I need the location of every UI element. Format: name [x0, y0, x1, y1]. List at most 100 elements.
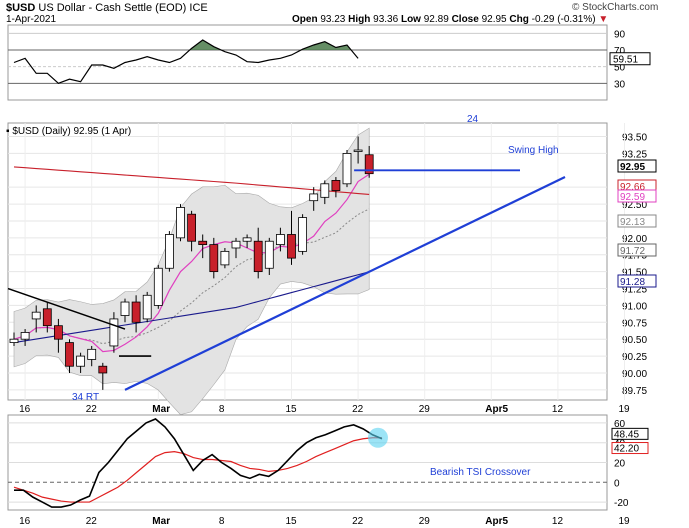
exchange-label: ICE: [189, 2, 208, 14]
price-value-badge: [617, 243, 657, 257]
candle-body: [42, 308, 52, 327]
price-x-tick-label: 8: [219, 404, 225, 415]
price-x-tick-label: 22: [352, 404, 364, 415]
symbol-label: $USD: [6, 2, 36, 14]
price-x-tick-label: 16: [19, 404, 31, 415]
candle-body: [242, 237, 252, 242]
tsi-x-tick-label: 29: [419, 516, 431, 527]
candle-body: [142, 294, 152, 320]
price-value-text: 92.59: [620, 192, 645, 203]
candle-body: [209, 244, 219, 273]
price-tick-label: 93.50: [622, 133, 647, 144]
tsi-tick-label: -20: [614, 498, 629, 509]
chart-title: $USD US Dollar - Cash Settle (EOD) ICE: [6, 2, 208, 14]
tsi-x-tick-label: 12: [552, 516, 564, 527]
candle-body: [231, 240, 241, 249]
candle-body: [364, 154, 374, 175]
price-tick-label: 91.00: [622, 301, 647, 312]
annotation-swing-high: Swing High: [508, 145, 559, 156]
price-value-badge: [617, 159, 657, 173]
tsi-tick-label: 60: [614, 419, 626, 430]
rsi-tick-label: 90: [614, 29, 626, 40]
price-x-tick-label: 22: [86, 404, 98, 415]
candle-body: [98, 365, 108, 374]
annotation-tsi-crossover: Bearish TSI Crossover: [430, 467, 531, 478]
candle-body: [287, 234, 296, 259]
price-x-tick-label: Apr5: [485, 404, 508, 415]
instrument-name: US Dollar - Cash Settle (EOD): [38, 2, 187, 14]
ohlc-readout: Open 93.23 High 93.36 Low 92.89 Close 92…: [292, 14, 609, 25]
rsi-value-text: 59.51: [613, 55, 638, 66]
rsi-value-badge: [609, 52, 651, 66]
candle-body: [309, 193, 319, 202]
ma-short-line: [13, 173, 370, 353]
tsi-x-tick-label: Apr5: [485, 516, 508, 527]
candle-body: [320, 183, 330, 198]
annotation-34rt: 34 RT: [72, 392, 99, 403]
price-value-text: 91.72: [620, 246, 645, 257]
price-x-tick-label: Mar: [152, 404, 170, 415]
candle-body: [353, 149, 363, 152]
crossover-highlight: [367, 427, 388, 448]
candle-body: [31, 311, 41, 320]
tsi-tick-label: 20: [614, 459, 626, 470]
price-tick-label: 90.00: [622, 369, 647, 380]
rsi-frame: [7, 24, 608, 101]
candle-body: [176, 207, 185, 239]
copyright-label: © StockCharts.com: [572, 2, 659, 13]
tsi-x-tick-label: 22: [352, 516, 364, 527]
tsi-line: [14, 418, 383, 508]
candle-body: [109, 318, 119, 347]
price-tick-label: 92.00: [622, 234, 647, 245]
candle-body: [342, 153, 352, 185]
rsi-panel: 90 70 50 30 59.51: [7, 24, 651, 101]
price-panel-label: ▪ $USD (Daily) 92.95 (1 Apr): [6, 126, 132, 137]
candle-body: [87, 348, 97, 360]
price-x-tick-label: 29: [419, 404, 431, 415]
price-tick-label: 93.25: [622, 149, 647, 160]
price-value-badge: [617, 214, 657, 228]
price-tick-label: 91.25: [622, 285, 647, 296]
candle-body: [264, 240, 274, 269]
candle-body: [187, 213, 197, 242]
candle-body: [9, 338, 19, 343]
price-tick-label: 89.75: [622, 386, 647, 397]
price-value-text: 92.95: [620, 162, 645, 173]
bollinger-band: [13, 127, 370, 415]
candle-body: [153, 267, 163, 306]
rsi-tick-label: 50: [614, 63, 626, 74]
price-x-tick-label: 15: [286, 404, 298, 415]
candle-body: [65, 342, 74, 367]
candle-body: [76, 355, 85, 367]
rsi-tick-label: 30: [614, 79, 626, 90]
candle-body: [275, 234, 285, 246]
candle-body: [131, 301, 141, 323]
up-trendline: [124, 176, 566, 391]
price-tick-label: 90.25: [622, 352, 647, 363]
candle-body: [54, 325, 63, 340]
candle-body: [120, 301, 130, 316]
rsi-overbought-fill: [14, 40, 359, 50]
tsi-x-tick-label: 16: [19, 516, 31, 527]
price-tick-label: 90.50: [622, 335, 647, 346]
annotation-count-24: 24: [467, 114, 479, 125]
down-trendline: [7, 287, 126, 330]
price-value-text: 91.28: [620, 277, 645, 288]
price-value-badge: [617, 274, 657, 288]
tsi-x-tick-label: 19: [619, 516, 631, 527]
price-panel: 93.5093.2592.7592.5092.2592.0091.7591.50…: [7, 114, 657, 415]
tsi-tick-label: 0: [614, 478, 620, 489]
price-tick-label: 91.50: [622, 268, 647, 279]
candle-body: [164, 234, 174, 269]
candle-body: [253, 240, 263, 273]
price-tick-label: 90.75: [622, 318, 647, 329]
price-value-text: 92.13: [620, 217, 645, 228]
tsi-signal-text: 42.20: [614, 444, 639, 455]
price-x-tick-label: 19: [619, 404, 631, 415]
tsi-signal-badge: [611, 442, 649, 455]
candle-body: [198, 240, 208, 246]
tsi-value-text: 48.45: [614, 429, 639, 440]
price-value-text: 92.66: [620, 182, 645, 193]
candle-body: [220, 250, 230, 266]
